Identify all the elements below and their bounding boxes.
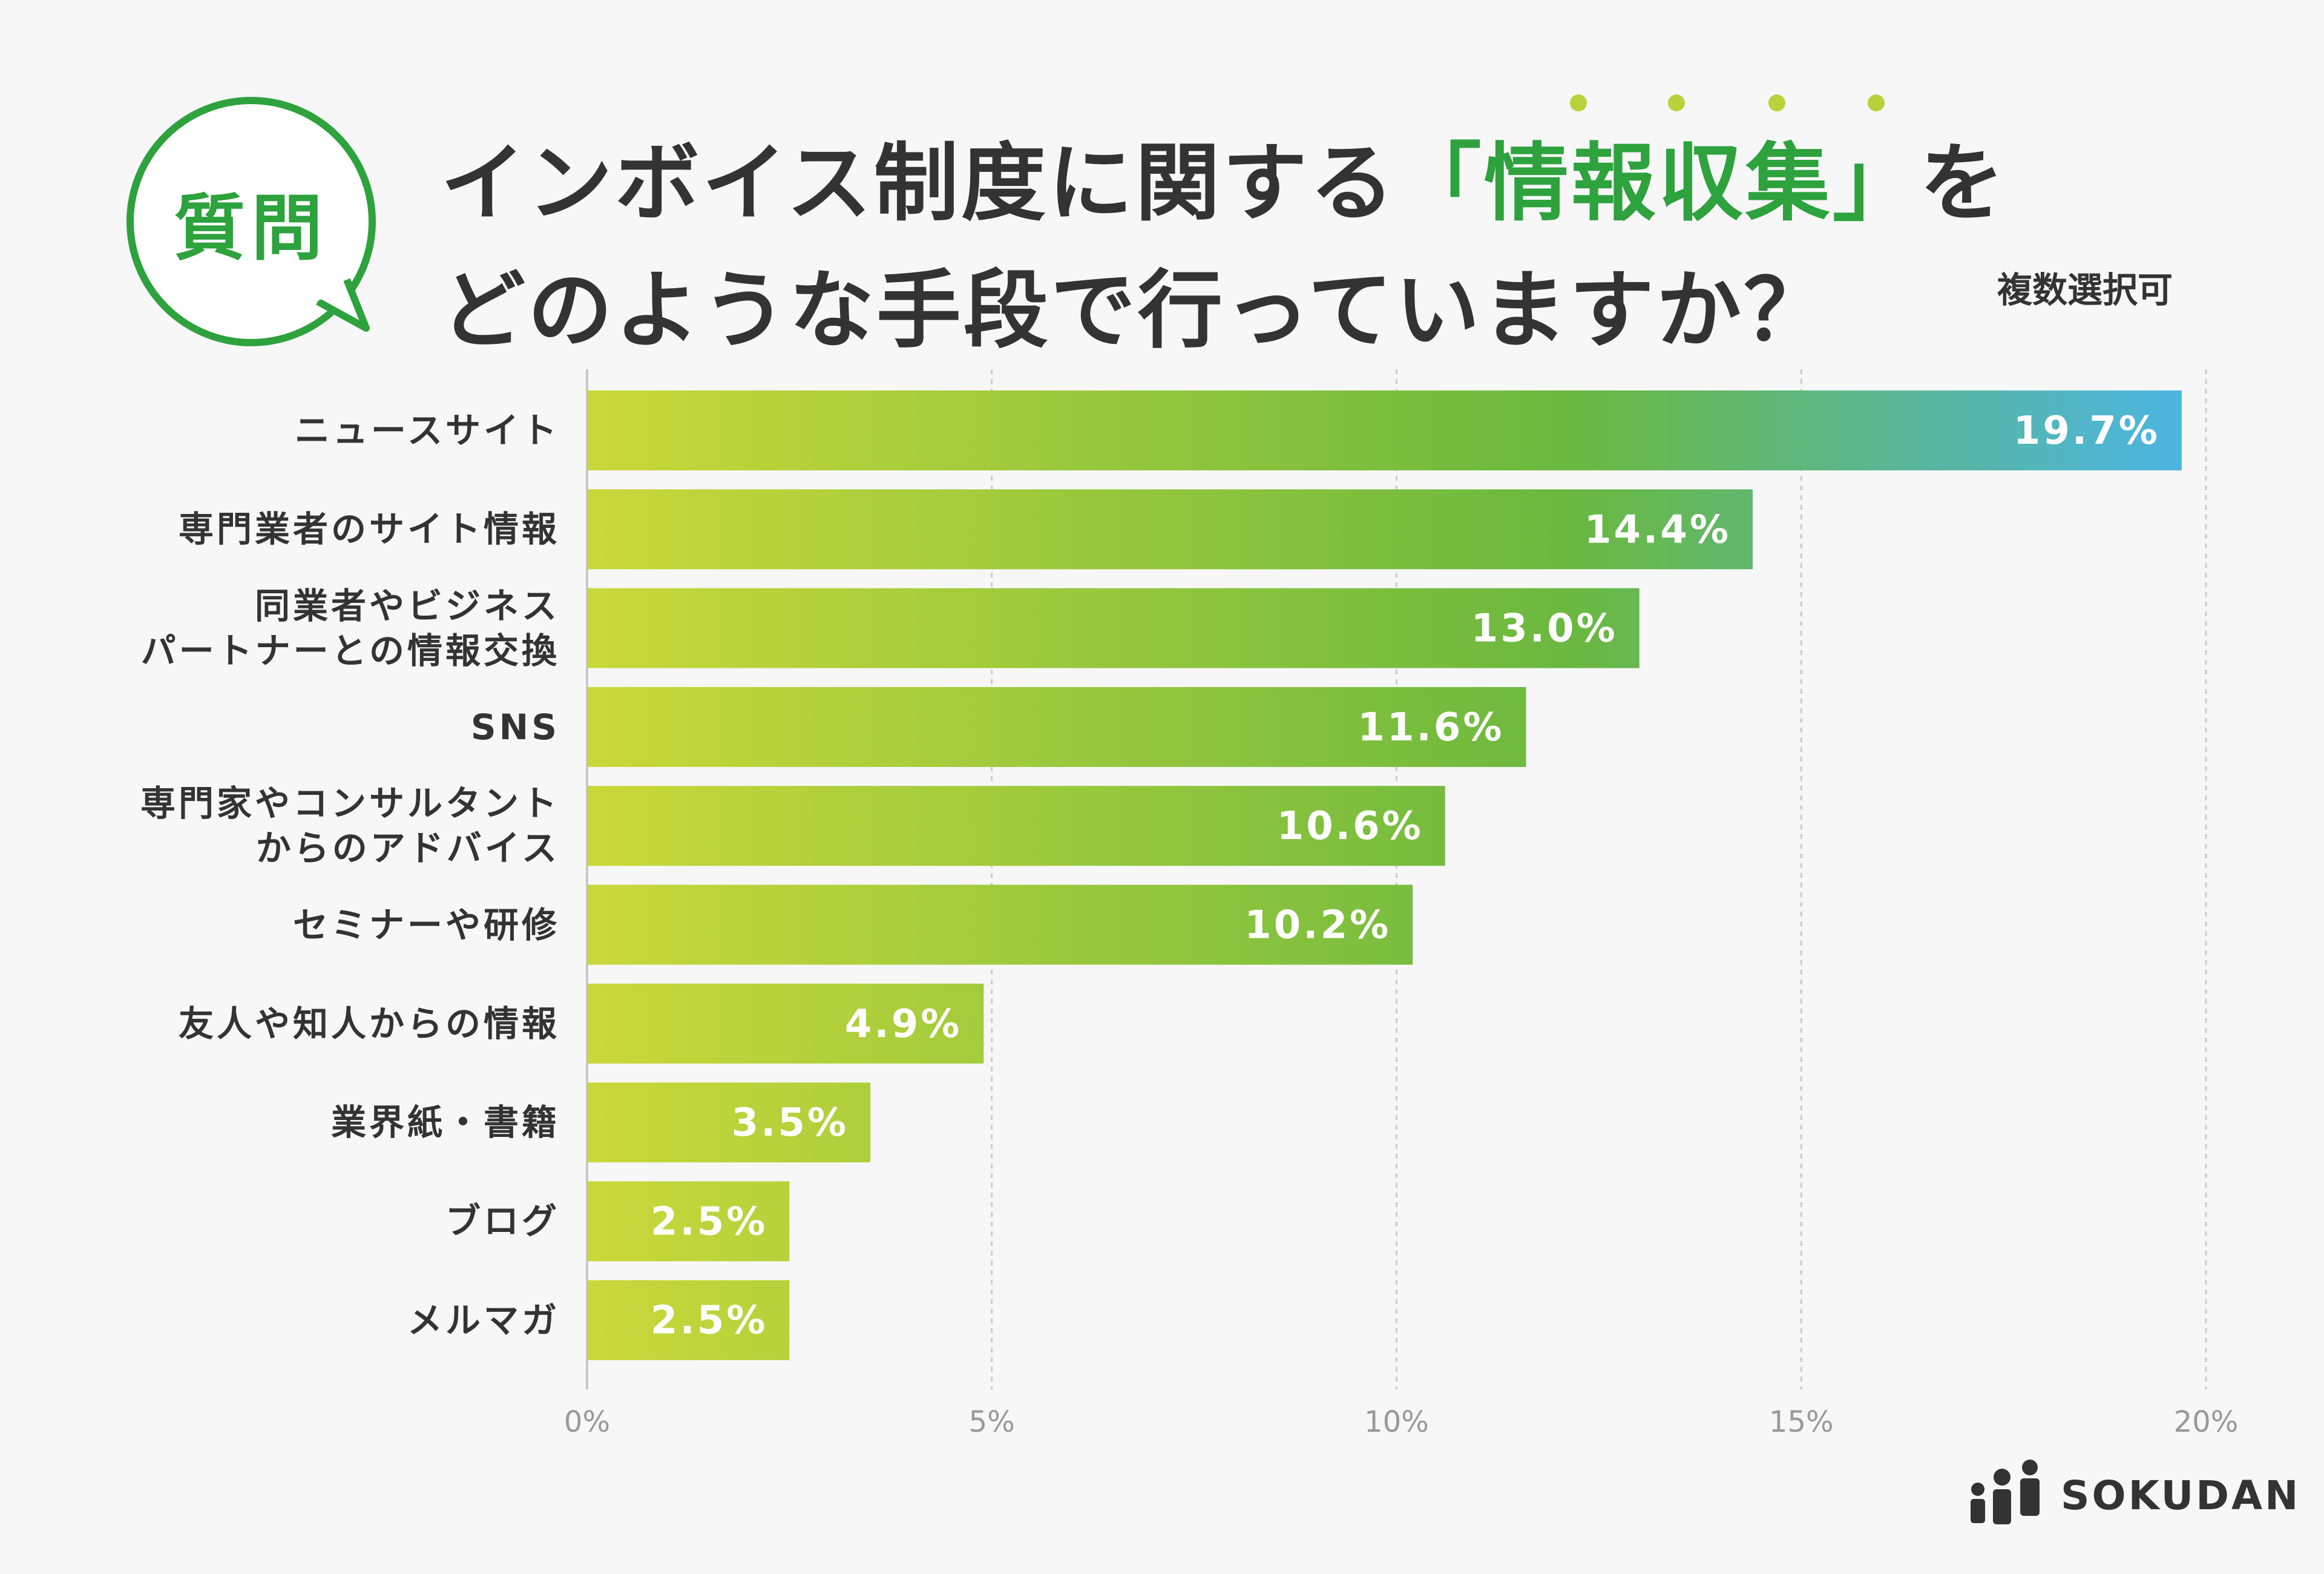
bar: [587, 489, 1753, 570]
x-tick-label: 5%: [969, 1405, 1015, 1439]
bar: [587, 390, 2182, 470]
title-text-before: インボイス制度に関する: [441, 134, 1397, 233]
sokudan-logo: SOKUDAN: [1967, 1459, 2298, 1532]
multiple-choice-note: 複数選択可: [1997, 269, 2173, 311]
category-label: 専門業者のサイト情報: [178, 509, 560, 550]
bar: [587, 1280, 790, 1360]
x-tick-label: 0%: [564, 1405, 610, 1439]
badge-label: 質問: [173, 186, 329, 270]
speech-bubble-icon: [126, 97, 376, 346]
category-label: セミナーや研修: [292, 904, 560, 946]
category-label: 専門家やコンサルタント からのアドバイス: [140, 783, 560, 869]
bar-value-label: 10.2%: [1244, 903, 1391, 948]
page-title-line-1: インボイス制度に関する 「情報収集」を: [441, 94, 2007, 237]
title-highlight: 「情報収集」: [1396, 94, 1920, 233]
bar-value-label: 10.6%: [1277, 804, 1423, 849]
emphasis-dots-icon: [1569, 94, 1885, 111]
page-title-line-2: どのような手段で行っていますか？: [441, 262, 1831, 360]
bar-value-label: 4.9%: [845, 1002, 962, 1047]
category-label: SNS: [470, 706, 560, 748]
question-badge: 質問: [118, 88, 384, 355]
category-label: メルマガ: [407, 1299, 560, 1341]
x-tick-label: 15%: [1769, 1405, 1834, 1439]
logo-text: SOKUDAN: [2061, 1472, 2301, 1519]
title-text-after: を: [1919, 134, 2007, 233]
category-label: 同業者やビジネス パートナーとの情報交換: [140, 585, 560, 671]
bar-value-label: 14.4%: [1584, 507, 1731, 552]
bar: [587, 884, 1413, 965]
people-logo-icon: [1971, 1460, 2040, 1524]
bar-value-label: 13.0%: [1471, 607, 1618, 651]
bar-value-label: 2.5%: [651, 1299, 768, 1343]
bar: [587, 1181, 790, 1262]
bar-value-label: 3.5%: [732, 1101, 849, 1145]
category-label: 業界紙・書籍: [330, 1102, 560, 1144]
bar: [587, 1082, 871, 1163]
bar-value-label: 2.5%: [651, 1199, 768, 1244]
bar: [587, 687, 1526, 767]
x-tick-label: 10%: [1364, 1405, 1429, 1439]
category-label: ニュースサイト: [294, 410, 560, 451]
bar-value-label: 19.7%: [2014, 409, 2160, 453]
bar-value-label: 11.6%: [1357, 705, 1504, 750]
x-tick-label: 20%: [2174, 1405, 2239, 1439]
title-highlight-text: 「情報収集」: [1396, 134, 1920, 233]
bar: [587, 786, 1445, 866]
bar: [587, 983, 984, 1064]
category-label: ブログ: [445, 1200, 560, 1242]
category-label: 友人や知人からの情報: [178, 1003, 560, 1044]
bar: [587, 588, 1640, 668]
